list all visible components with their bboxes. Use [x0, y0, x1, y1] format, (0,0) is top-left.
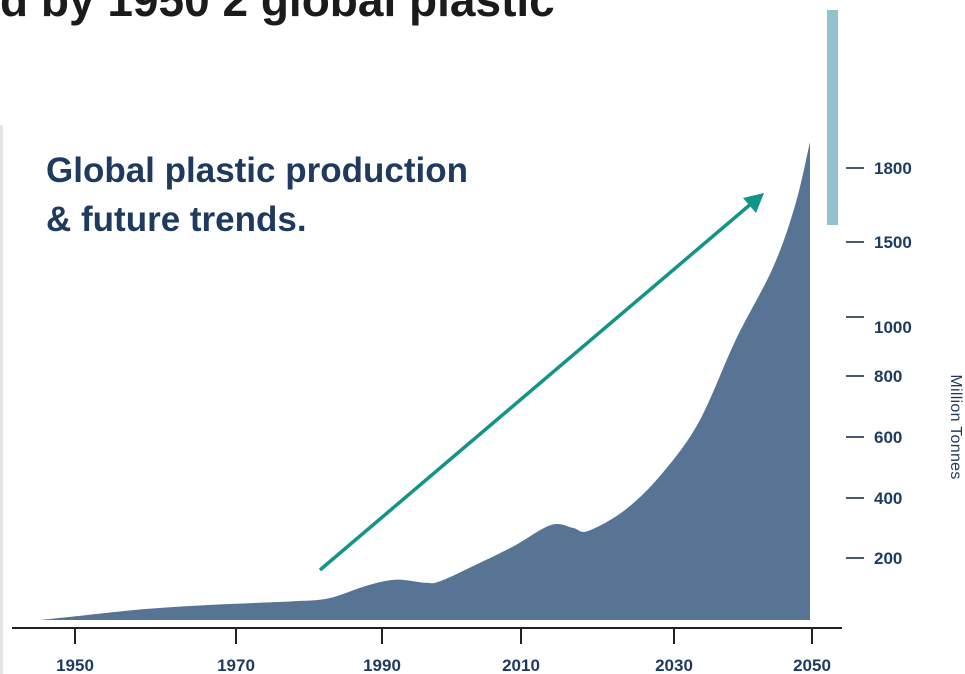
chart-title: Global plastic production & future trend… [46, 146, 468, 244]
cropped-heading: d by 1950 2 global plastic [0, 0, 555, 26]
y-tick-label: 800 [874, 367, 902, 386]
accent-bar [827, 10, 838, 225]
y-axis-label: Million Tonnes [947, 374, 964, 480]
trend-arrow-shaft [318, 201, 754, 572]
left-border [0, 125, 3, 674]
chart-title-line-1: Global plastic production [46, 151, 468, 190]
x-tick-label: 2030 [655, 656, 693, 674]
trend-arrow-head [743, 193, 764, 213]
production-area [40, 142, 810, 620]
y-tick-label: 1800 [874, 159, 912, 178]
y-tick-label: 600 [874, 428, 902, 447]
y-tick-label: 400 [874, 489, 902, 508]
x-axis-ticks: 1950 1970 1990 2010 2030 2050 [56, 628, 831, 674]
x-tick-label: 2050 [793, 656, 831, 674]
x-tick-label: 1970 [217, 656, 255, 674]
y-tick-label: 1000 [874, 318, 912, 337]
x-tick-label: 2010 [502, 656, 540, 674]
x-tick-label: 1990 [363, 656, 401, 674]
x-tick-label: 1950 [56, 656, 94, 674]
chart-title-line-2: & future trends. [46, 200, 307, 239]
trend-arrow [318, 193, 764, 572]
y-tick-label: 200 [874, 549, 902, 568]
y-tick-label: 1500 [874, 233, 912, 252]
y-axis-ticks: 200 400 600 800 1000 1500 1800 [846, 159, 912, 568]
